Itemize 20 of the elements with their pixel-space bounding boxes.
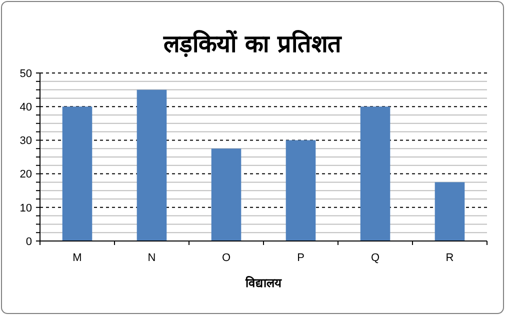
bar [360, 106, 390, 241]
y-tick-label: 10 [20, 202, 32, 214]
y-tick-label: 50 [20, 68, 32, 80]
bar [286, 140, 316, 241]
y-tick-label: 30 [20, 135, 32, 148]
bar [211, 148, 242, 241]
y-tick-label: 0 [26, 236, 32, 248]
x-tick-label: Q [370, 252, 380, 264]
x-tick-label: P [297, 252, 304, 264]
x-tick-label: R [446, 252, 454, 264]
bar [136, 90, 167, 241]
y-tick-label: 40 [20, 101, 32, 114]
bar [434, 182, 465, 241]
x-axis-title: विद्यालय [244, 276, 282, 290]
bar [62, 106, 92, 241]
chart-title: लड़कियों का प्रतिशत [162, 30, 342, 58]
y-tick-label: 20 [20, 168, 32, 181]
x-tick-label: O [222, 252, 231, 264]
x-tick-label: N [148, 252, 156, 264]
x-tick-label: M [72, 252, 82, 264]
